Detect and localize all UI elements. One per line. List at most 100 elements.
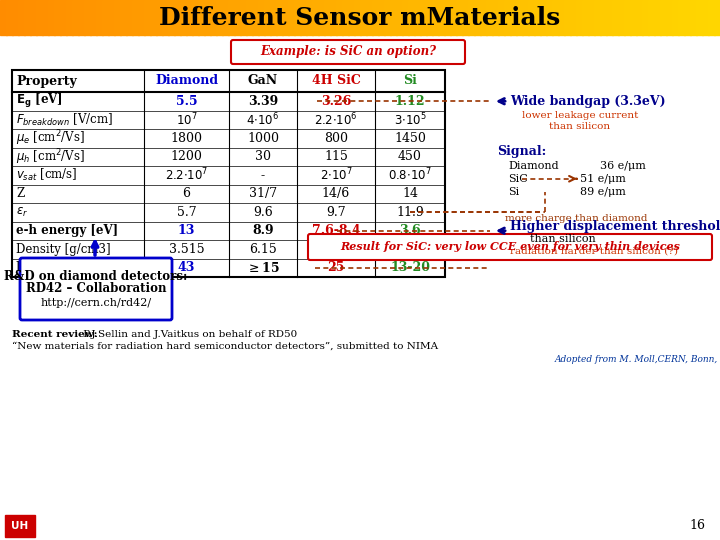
Bar: [480, 0, 487, 35]
Text: 7.6-8.4: 7.6-8.4: [312, 224, 360, 237]
Text: Diamond: Diamond: [508, 161, 559, 171]
Text: $10^7$: $10^7$: [176, 111, 197, 128]
Bar: [456, 0, 463, 35]
Bar: [228, 0, 235, 35]
Bar: [528, 0, 535, 35]
Bar: [252, 0, 259, 35]
Text: “New materials for radiation hard semiconductor detectors”, submitted to NIMA: “New materials for radiation hard semico…: [12, 342, 438, 351]
Text: 2.33: 2.33: [396, 243, 424, 256]
Bar: [30, 0, 37, 35]
Text: http://cern.ch/rd42/: http://cern.ch/rd42/: [40, 299, 152, 308]
Bar: [78, 0, 85, 35]
Text: 1.12: 1.12: [395, 94, 426, 108]
Bar: [180, 0, 187, 35]
Bar: [642, 0, 649, 35]
Bar: [12, 70, 445, 277]
Text: R&D on diamond detectors:: R&D on diamond detectors:: [4, 270, 188, 283]
Text: 31/7: 31/7: [249, 187, 277, 200]
Text: RD42 – Collaboration: RD42 – Collaboration: [26, 282, 166, 295]
Text: Density [g/cm3]: Density [g/cm3]: [16, 243, 111, 256]
Bar: [408, 0, 415, 35]
Text: 89 e/μm: 89 e/μm: [580, 187, 626, 197]
Bar: [18, 0, 25, 35]
Bar: [648, 0, 655, 35]
Bar: [516, 0, 523, 35]
Text: -: -: [261, 168, 265, 182]
Text: 16: 16: [689, 519, 705, 532]
Bar: [6, 0, 13, 35]
Text: Wide bandgap (3.3eV): Wide bandgap (3.3eV): [510, 94, 665, 108]
Bar: [468, 0, 475, 35]
Bar: [264, 0, 271, 35]
Bar: [600, 0, 607, 35]
Bar: [606, 0, 613, 35]
Bar: [486, 0, 493, 35]
Bar: [618, 0, 625, 35]
Text: 51 e/μm: 51 e/μm: [580, 174, 626, 184]
Bar: [426, 0, 433, 35]
Bar: [684, 0, 691, 35]
Bar: [354, 0, 361, 35]
Text: Si: Si: [508, 187, 519, 197]
Bar: [138, 0, 145, 35]
Text: 1450: 1450: [394, 132, 426, 145]
Text: Si: Si: [403, 75, 417, 87]
Bar: [84, 0, 91, 35]
Bar: [60, 0, 67, 35]
Bar: [654, 0, 661, 35]
Text: Example: is SiC an option?: Example: is SiC an option?: [260, 45, 436, 58]
Bar: [258, 0, 265, 35]
Bar: [510, 0, 517, 35]
Bar: [240, 0, 247, 35]
Bar: [156, 0, 163, 35]
Bar: [222, 0, 229, 35]
Text: $3{\cdot}10^5$: $3{\cdot}10^5$: [394, 111, 426, 128]
Text: than silicon: than silicon: [530, 234, 595, 244]
Text: 14: 14: [402, 187, 418, 200]
Bar: [546, 0, 553, 35]
Text: 11.9: 11.9: [396, 206, 424, 219]
Bar: [204, 0, 211, 35]
Text: $0.8{\cdot}10^7$: $0.8{\cdot}10^7$: [388, 167, 432, 184]
Text: 9.7: 9.7: [326, 206, 346, 219]
Text: Higher displacement threshold: Higher displacement threshold: [510, 220, 720, 233]
Bar: [414, 0, 421, 35]
Text: 43: 43: [178, 261, 195, 274]
Bar: [714, 0, 720, 35]
Bar: [678, 0, 685, 35]
Bar: [210, 0, 217, 35]
Bar: [396, 0, 403, 35]
Bar: [90, 0, 97, 35]
Bar: [168, 0, 175, 35]
Bar: [318, 0, 325, 35]
Bar: [672, 0, 679, 35]
Text: $\mathbf{E_g}$ [eV]: $\mathbf{E_g}$ [eV]: [16, 92, 63, 110]
Bar: [612, 0, 619, 35]
Bar: [504, 0, 511, 35]
Text: $v_{sat}$ [cm/s]: $v_{sat}$ [cm/s]: [16, 167, 78, 183]
Text: 3.6: 3.6: [399, 224, 420, 237]
Bar: [492, 0, 499, 35]
Text: $F_{breakdown}$ [V/cm]: $F_{breakdown}$ [V/cm]: [16, 112, 113, 128]
FancyBboxPatch shape: [308, 234, 712, 260]
Bar: [42, 0, 49, 35]
Bar: [576, 0, 583, 35]
Bar: [144, 0, 151, 35]
Bar: [444, 0, 451, 35]
Bar: [234, 0, 241, 35]
Bar: [312, 0, 319, 35]
Bar: [276, 0, 283, 35]
Bar: [594, 0, 601, 35]
Bar: [630, 0, 637, 35]
Bar: [0, 0, 7, 35]
Bar: [324, 0, 331, 35]
Text: Displacem. [eV]: Displacem. [eV]: [16, 261, 121, 274]
FancyBboxPatch shape: [20, 258, 172, 320]
Bar: [270, 0, 277, 35]
Bar: [474, 0, 481, 35]
Bar: [288, 0, 295, 35]
Bar: [702, 0, 709, 35]
Text: Diamond: Diamond: [155, 75, 218, 87]
Text: 1800: 1800: [171, 132, 202, 145]
Text: 36 e/μm: 36 e/μm: [600, 161, 646, 171]
